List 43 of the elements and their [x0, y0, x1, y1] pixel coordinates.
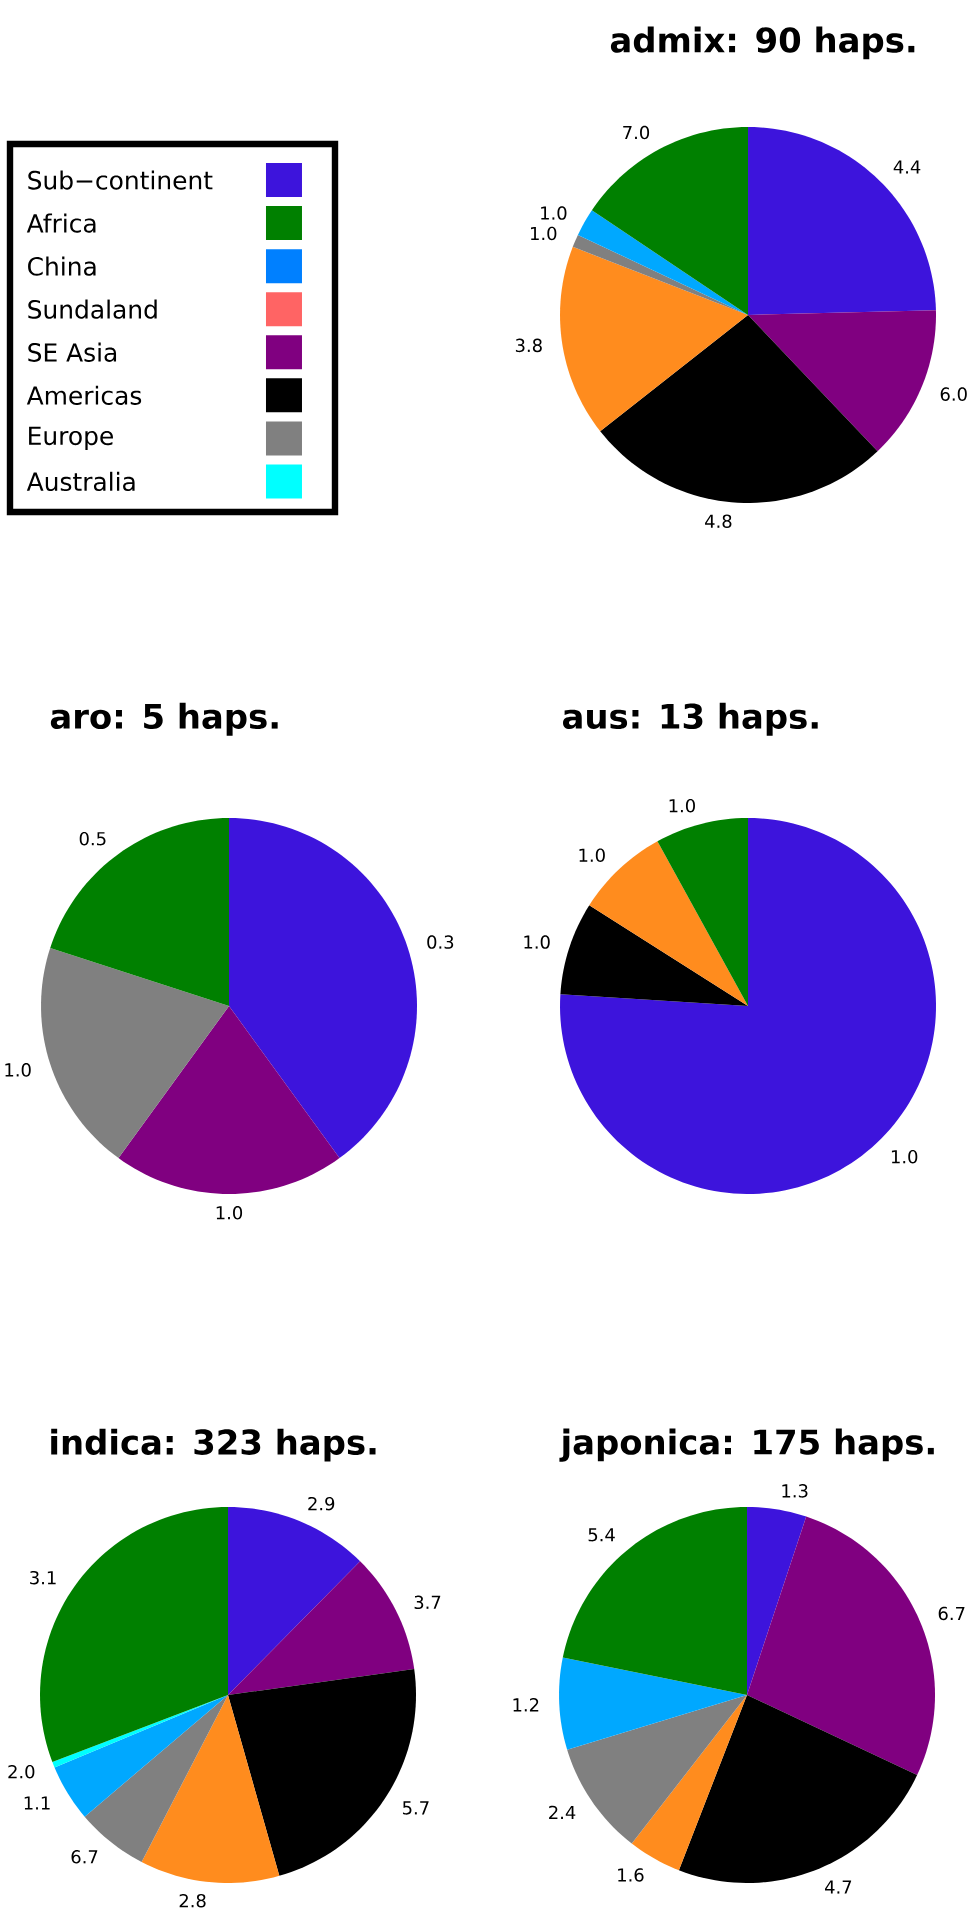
slice-label: 6.7: [71, 1850, 98, 1864]
category-label: Australia: [26, 471, 135, 492]
slice-label: 1.0: [5, 1063, 31, 1077]
slice-label: 4.8: [705, 514, 732, 529]
slice-label: 1.6: [618, 1868, 644, 1882]
slice-label: 4.7: [825, 1880, 852, 1894]
slice-label: 1.0: [541, 206, 567, 220]
slice-label: 6.7: [938, 1606, 965, 1621]
slice-label: 1.0: [891, 1149, 918, 1164]
slice-label: 4.4: [893, 160, 921, 174]
category-label: SE Asia: [28, 342, 117, 362]
slice-label: 0.5: [79, 831, 106, 846]
slice-label: 2.0: [8, 1764, 35, 1779]
slice-label: 0.3: [427, 935, 454, 949]
slice-label: 1.1: [24, 1796, 50, 1810]
slice-label: 1.0: [669, 798, 695, 813]
slice-label: 1.0: [531, 226, 557, 241]
chart-title: aus: 13 haps.: [563, 702, 818, 736]
chart-title: admix: 90 haps.: [610, 26, 915, 60]
category-label: Sundaland: [28, 299, 157, 319]
slice-label: 2.8: [179, 1893, 206, 1908]
slice-label: 5.4: [588, 1528, 615, 1542]
slice-label: 5.7: [402, 1801, 429, 1815]
slice-label: 7.0: [623, 125, 650, 140]
slice-label: 2.9: [308, 1496, 335, 1511]
category-label: Europe: [29, 426, 113, 451]
chart-title: indica: 323 haps.: [51, 1428, 376, 1462]
slice-label: 1.2: [513, 1698, 539, 1712]
chart-title: japonica: 175 haps.: [559, 1428, 934, 1462]
slice-label: 1.0: [524, 935, 550, 949]
slice-label: 2.4: [549, 1805, 576, 1819]
slice-label: 1.0: [216, 1206, 243, 1220]
slice-label: 3.1: [30, 1570, 56, 1585]
slice-label: 3.8: [515, 338, 542, 353]
chart-title: aro: 5 haps.: [50, 702, 278, 736]
category-label: Sub−continent: [28, 170, 213, 190]
slice-label: 1.0: [579, 848, 605, 863]
category-label: China: [28, 256, 96, 276]
slice-label: 6.0: [940, 387, 967, 401]
category-label: Africa: [26, 213, 96, 233]
slice-label: 3.7: [414, 1595, 441, 1610]
category-label: Americas: [26, 385, 142, 405]
slice-label: 1.3: [782, 1484, 808, 1498]
